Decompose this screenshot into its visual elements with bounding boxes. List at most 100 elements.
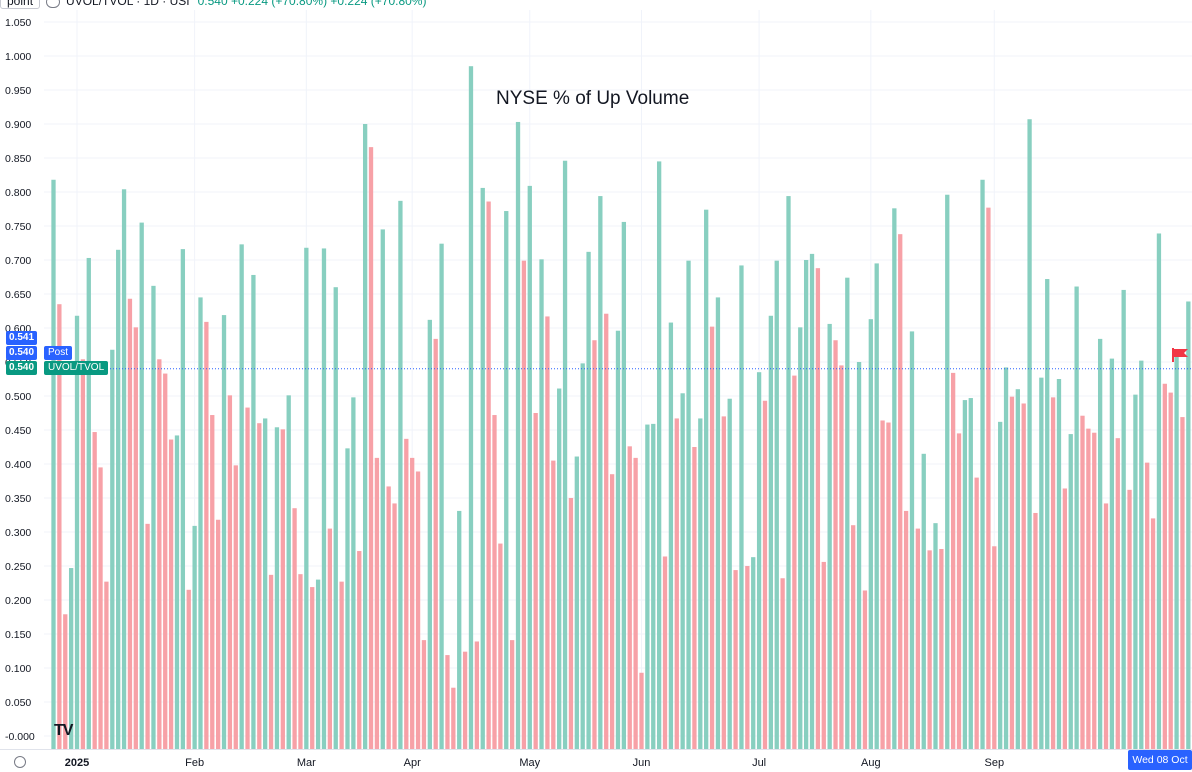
bar	[727, 398, 732, 749]
bar	[839, 365, 844, 749]
bar	[310, 587, 315, 749]
bar	[386, 486, 391, 749]
bar	[168, 439, 174, 749]
settings-icon[interactable]	[14, 756, 26, 768]
bar	[974, 477, 979, 749]
bar	[509, 640, 515, 749]
bar	[733, 570, 738, 749]
y-tick-label: 0.300	[5, 527, 31, 539]
bar	[339, 581, 344, 749]
bar	[86, 257, 91, 749]
bar	[404, 438, 409, 749]
bar	[1021, 403, 1026, 749]
bar	[851, 525, 856, 749]
chart-title: NYSE % of Up Volume	[496, 88, 690, 109]
bar	[1162, 383, 1167, 749]
bar	[780, 578, 785, 749]
bar	[921, 453, 926, 749]
bar	[1092, 432, 1097, 749]
x-tick-label: Jun	[633, 757, 651, 769]
bar	[374, 457, 380, 749]
bar	[474, 641, 480, 749]
bar	[245, 407, 250, 749]
bar	[151, 285, 156, 749]
bar	[1180, 417, 1185, 749]
bar	[792, 375, 797, 749]
bar	[233, 465, 238, 749]
bar	[410, 457, 415, 749]
bar	[568, 498, 574, 749]
bar	[527, 185, 532, 749]
y-tick-label: 0.900	[5, 119, 31, 131]
bar	[786, 196, 791, 749]
bar	[833, 340, 838, 749]
bar	[533, 413, 538, 749]
y-tick-label: 0.950	[5, 85, 31, 97]
bar	[739, 265, 744, 749]
bar	[1168, 392, 1173, 749]
bar	[104, 581, 109, 749]
bar	[427, 319, 432, 749]
x-tick-label: Mar	[297, 757, 316, 769]
tradingview-logo[interactable]: TV	[54, 722, 73, 739]
bar	[504, 211, 509, 750]
bar	[110, 349, 115, 749]
bar	[221, 315, 227, 749]
bar	[462, 651, 468, 749]
bar	[451, 687, 456, 749]
bar	[880, 420, 885, 749]
bar	[368, 147, 374, 749]
price-change-values: 0.540 +0.224 (+70.80%) +0.224 (+70.80%)	[197, 0, 427, 8]
bar	[298, 574, 303, 749]
y-tick-label: 0.800	[5, 187, 31, 199]
flag-icon[interactable]	[1172, 348, 1188, 362]
bar	[962, 400, 968, 749]
bar	[1109, 358, 1115, 749]
bar	[821, 561, 826, 749]
bar	[1103, 503, 1109, 749]
bar	[116, 249, 121, 750]
bar	[539, 259, 544, 749]
bar	[709, 326, 715, 749]
bar	[715, 297, 721, 749]
y-tick-label: 0.850	[5, 153, 31, 165]
bar	[551, 460, 556, 749]
bar	[80, 359, 86, 749]
bar	[210, 415, 215, 749]
bar	[615, 330, 621, 749]
bar	[1174, 351, 1179, 749]
bar	[63, 614, 68, 749]
bar	[945, 194, 950, 750]
bar	[180, 249, 186, 749]
eye-icon[interactable]	[46, 0, 61, 8]
bar	[227, 395, 233, 749]
bar	[445, 655, 450, 749]
bar	[915, 528, 921, 749]
y-tick-label: 0.500	[5, 391, 31, 403]
bar	[263, 418, 268, 749]
bar	[92, 432, 97, 749]
bar	[803, 260, 809, 749]
cursor-mode-button[interactable]: point	[0, 0, 41, 9]
bar	[439, 243, 444, 749]
bar	[1139, 360, 1144, 749]
bar	[721, 416, 726, 749]
x-tick-label: Sep	[985, 757, 1005, 769]
bar	[192, 525, 197, 749]
y-tick-label: 0.100	[5, 663, 31, 675]
y-tick-label: 0.400	[5, 459, 31, 471]
x-tick-label: Apr	[404, 757, 421, 769]
bar	[380, 229, 385, 749]
bar	[656, 161, 662, 749]
last-date-tag: Wed 08 Oct	[1128, 750, 1192, 770]
bar	[1097, 338, 1103, 749]
bar	[492, 415, 497, 749]
bar	[68, 568, 74, 749]
symbol-label[interactable]: UVOL/TVOL · 1D · USI	[66, 0, 190, 8]
x-tick-label: Feb	[185, 757, 204, 769]
bar	[898, 234, 903, 749]
bar	[1015, 389, 1020, 749]
bar	[627, 446, 632, 749]
bar	[498, 543, 503, 749]
